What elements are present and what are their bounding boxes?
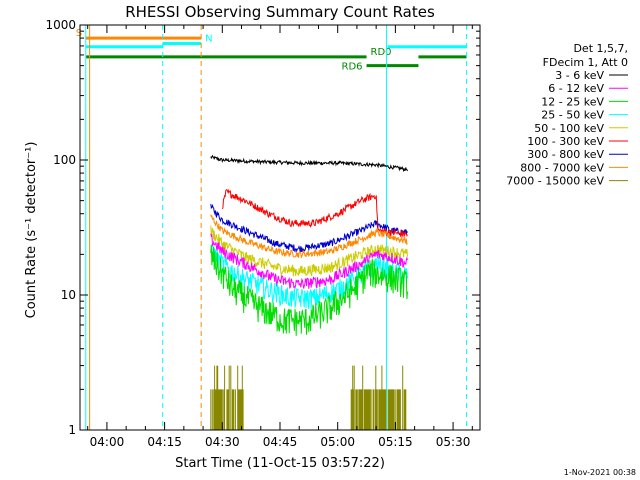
series-line — [210, 154, 408, 173]
y-tick-label: 100 — [53, 153, 76, 167]
y-tick-label: 1 — [68, 423, 76, 437]
legend-entry-label: 12 - 25 keV — [541, 95, 604, 108]
x-tick-label: 05:30 — [436, 435, 471, 449]
legend-entry-label: 7000 - 15000 keV — [506, 175, 604, 188]
y-tick-label: 10 — [61, 288, 76, 302]
axes: 04:00 04:15 04:30 04:45 05:00 05:15 05:30 1 10 10… — [45, 18, 481, 449]
status-bar-label: S — [76, 28, 82, 39]
legend-entry-label: 3 - 6 keV — [555, 69, 604, 82]
series-lines — [210, 154, 408, 430]
series-line — [210, 233, 408, 290]
series-line-7000-15000 — [210, 365, 407, 430]
status-bars: S N RD0 RD6 — [76, 28, 467, 73]
legend-entry-label: 50 - 100 keV — [534, 122, 604, 135]
legend-entry-label: 300 - 800 keV — [527, 148, 604, 161]
x-tick-label: 05:15 — [378, 435, 413, 449]
y-axis-label: Count Rate (s⁻¹ detector⁻¹) — [24, 142, 39, 319]
y-tick-label: 1000 — [45, 18, 76, 32]
series-line — [210, 203, 408, 253]
x-tick-label: 04:15 — [147, 435, 182, 449]
legend-entry-label: 25 - 50 keV — [541, 109, 604, 122]
chart-title: RHESSI Observing Summary Count Rates — [125, 3, 435, 21]
x-tick-label: 05:00 — [320, 435, 355, 449]
vertical-markers — [85, 25, 468, 430]
footer-date: 1-Nov-2021 00:38 — [564, 468, 636, 477]
legend-header-1: Det 1,5,7, — [573, 42, 628, 55]
x-tick-label: 04:45 — [263, 435, 298, 449]
plot-frame — [79, 24, 481, 431]
legend-entry-label: 800 - 7000 keV — [520, 161, 604, 174]
x-tick-label: 04:30 — [205, 435, 240, 449]
series-line — [210, 214, 408, 258]
status-bar-label: RD0 — [371, 47, 392, 58]
series-line — [221, 188, 408, 238]
status-bar-label: RD6 — [342, 62, 363, 73]
legend-header-2: FDecim 1, Att 0 — [543, 56, 628, 69]
status-bar-label: N — [205, 33, 212, 44]
x-axis-label: Start Time (11-Oct-15 03:57:22) — [175, 456, 385, 471]
x-tick-label: 04:00 — [90, 435, 125, 449]
legend-entry-label: 100 - 300 keV — [527, 135, 604, 148]
series-line — [210, 244, 408, 336]
legend-entry-label: 6 - 12 keV — [548, 82, 604, 95]
